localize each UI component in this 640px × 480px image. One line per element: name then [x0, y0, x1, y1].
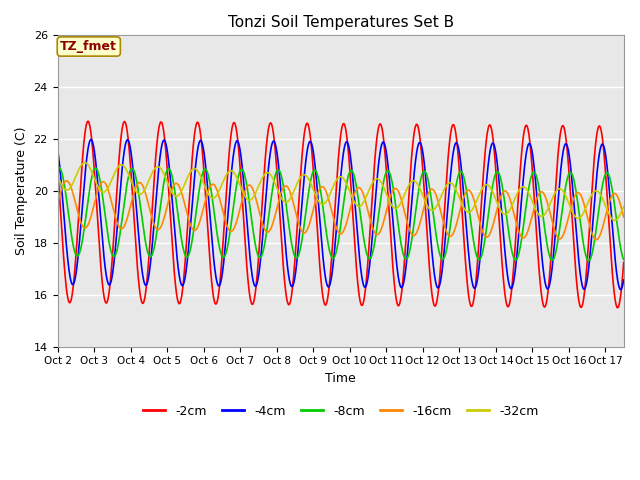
- -16cm: [54, 201, 61, 207]
- X-axis label: Time: Time: [325, 372, 356, 385]
- -8cm: [166, 168, 174, 173]
- -8cm: [585, 258, 593, 264]
- -4cm: [156, 158, 163, 164]
- -2cm: [166, 211, 174, 217]
- -2cm: [483, 138, 490, 144]
- -4cm: [620, 277, 628, 283]
- -4cm: [617, 287, 625, 292]
- -4cm: [87, 136, 95, 142]
- -8cm: [620, 257, 628, 263]
- -16cm: [63, 178, 70, 184]
- -2cm: [156, 122, 163, 128]
- -8cm: [269, 185, 276, 191]
- -32cm: [156, 165, 163, 170]
- -4cm: [269, 139, 276, 145]
- -2cm: [269, 126, 276, 132]
- Line: -32cm: -32cm: [58, 163, 624, 220]
- -2cm: [545, 278, 553, 284]
- -32cm: [54, 173, 61, 179]
- -32cm: [166, 186, 174, 192]
- -16cm: [620, 214, 628, 220]
- -32cm: [218, 183, 225, 189]
- -4cm: [218, 277, 225, 283]
- -32cm: [483, 182, 490, 188]
- -8cm: [483, 228, 490, 233]
- Line: -16cm: -16cm: [58, 181, 624, 240]
- -8cm: [218, 252, 225, 257]
- Line: -2cm: -2cm: [58, 121, 624, 308]
- -16cm: [593, 237, 600, 242]
- -4cm: [54, 146, 61, 152]
- -4cm: [166, 174, 174, 180]
- Line: -8cm: -8cm: [58, 168, 624, 261]
- -8cm: [156, 209, 163, 215]
- Text: TZ_fmet: TZ_fmet: [60, 40, 117, 53]
- Title: Tonzi Soil Temperatures Set B: Tonzi Soil Temperatures Set B: [228, 15, 454, 30]
- -8cm: [55, 165, 63, 170]
- -32cm: [611, 217, 618, 223]
- -2cm: [620, 260, 628, 265]
- -32cm: [269, 175, 276, 181]
- -8cm: [545, 252, 553, 257]
- -2cm: [614, 305, 621, 311]
- -32cm: [545, 204, 553, 209]
- -32cm: [620, 204, 628, 209]
- -16cm: [166, 192, 174, 197]
- Y-axis label: Soil Temperature (C): Soil Temperature (C): [15, 127, 28, 255]
- -8cm: [54, 166, 61, 172]
- -2cm: [54, 164, 61, 169]
- -16cm: [483, 234, 490, 240]
- -16cm: [269, 221, 276, 227]
- -16cm: [156, 226, 163, 232]
- Legend: -2cm, -4cm, -8cm, -16cm, -32cm: -2cm, -4cm, -8cm, -16cm, -32cm: [138, 400, 543, 423]
- -2cm: [84, 119, 92, 124]
- -4cm: [483, 182, 490, 188]
- -2cm: [218, 264, 225, 270]
- -4cm: [545, 284, 553, 289]
- -16cm: [218, 202, 225, 208]
- -16cm: [545, 206, 553, 212]
- Line: -4cm: -4cm: [58, 139, 624, 289]
- -32cm: [81, 160, 89, 166]
